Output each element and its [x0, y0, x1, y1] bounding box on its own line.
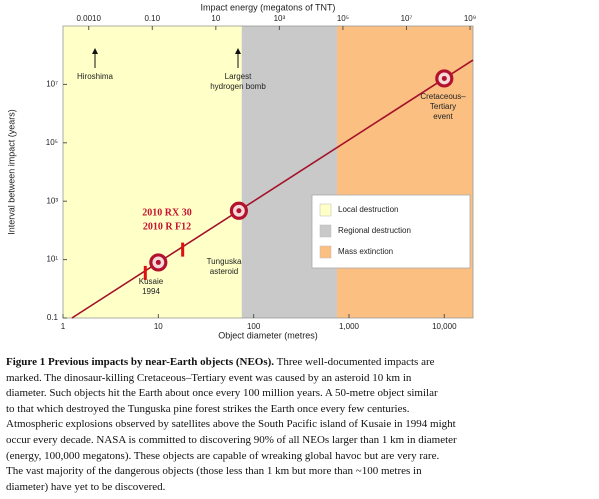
annotation: Tunguska	[207, 257, 242, 266]
event-point-core	[441, 75, 447, 81]
legend-box	[311, 194, 471, 269]
x-tick-label: 1	[61, 322, 66, 331]
caption: Figure 1 Previous impacts by near-Earth …	[6, 355, 596, 495]
legend-swatch	[319, 224, 332, 238]
region	[63, 26, 242, 318]
caption-line: occur every decade. NASA is committed to…	[6, 433, 457, 446]
caption-line: diameter. Such objects hit the Earth abo…	[6, 387, 438, 400]
caption-title: Figure 1 Previous impacts by near-Earth …	[6, 356, 275, 368]
annotation: Kusaie	[139, 277, 164, 286]
y-tick-label: 0.1	[47, 313, 59, 322]
x2-tick-label: 10⁵	[337, 14, 349, 23]
caption-line: The vast majority of the dangerous objec…	[6, 465, 422, 478]
region	[241, 26, 338, 318]
caption-line: marked. The dinosaur-killing Cretaceous–…	[6, 371, 412, 384]
arrow-head	[92, 48, 98, 54]
x2-tick-label: 10⁷	[401, 14, 413, 23]
marker	[143, 265, 147, 280]
region	[337, 26, 473, 318]
x2-tick-label: 10	[211, 14, 220, 23]
x-axis-label: Object diameter (metres)	[218, 330, 318, 340]
trend-line	[71, 59, 474, 319]
annotation: hydrogen bomb	[210, 82, 266, 91]
plot-frame	[62, 25, 474, 319]
annotation: event	[433, 112, 453, 121]
y-tick-label: 10¹	[46, 255, 58, 264]
caption-text: Three well-documented impacts are	[274, 356, 435, 368]
x-tick-label: 100	[247, 322, 261, 331]
y-axis-label: Interval between impact (years)	[6, 109, 16, 235]
annotation: Hiroshima	[77, 72, 114, 81]
caption-line: Atmospheric explosions observed by satel…	[6, 418, 456, 431]
object-label: 2010 RX 30	[142, 207, 191, 218]
object-label: 2010 R F12	[143, 221, 191, 232]
legend-label: Regional destruction	[338, 226, 411, 235]
y-tick-label: 10³	[46, 196, 58, 205]
x-tick-label: 1,000	[339, 322, 360, 331]
event-point-core	[236, 208, 242, 214]
arrow-head	[235, 48, 241, 54]
chart: Impact energy (megatons of TNT) Object d…	[6, 2, 476, 340]
caption-line: (energy, 100,000 megatons). These object…	[6, 449, 440, 462]
annotation: asteroid	[210, 267, 238, 276]
x2-tick-label: 10³	[274, 14, 286, 23]
x-tick-label: 10,000	[432, 322, 457, 331]
annotation: Tertiary	[430, 102, 456, 111]
x2-axis-label: Impact energy (megatons of TNT)	[201, 2, 336, 12]
x-tick-label: 10	[154, 322, 163, 331]
legend-label: Local destruction	[338, 205, 398, 214]
legend-swatch	[319, 245, 332, 259]
annotation: Largest	[225, 72, 252, 81]
caption-line: to that which destroyed the Tunguska pin…	[6, 402, 410, 415]
x2-tick-label: 0.10	[144, 14, 160, 23]
x2-tick-label: 10⁹	[464, 14, 476, 23]
x2-tick-label: 0.0010	[76, 14, 101, 23]
annotation: 1994	[142, 287, 160, 296]
annotation: Cretaceous–	[420, 92, 466, 101]
legend-swatch	[319, 203, 332, 217]
caption-line: diameter) have yet to be discovered.	[6, 480, 166, 493]
y-tick-label: 10⁷	[46, 80, 58, 89]
event-point-core	[155, 259, 161, 265]
legend-label: Mass extinction	[338, 247, 393, 256]
y-tick-label: 10⁵	[46, 138, 58, 147]
marker	[181, 242, 185, 257]
caption-line: Figure 1 Previous impacts by near-Earth …	[6, 355, 596, 371]
